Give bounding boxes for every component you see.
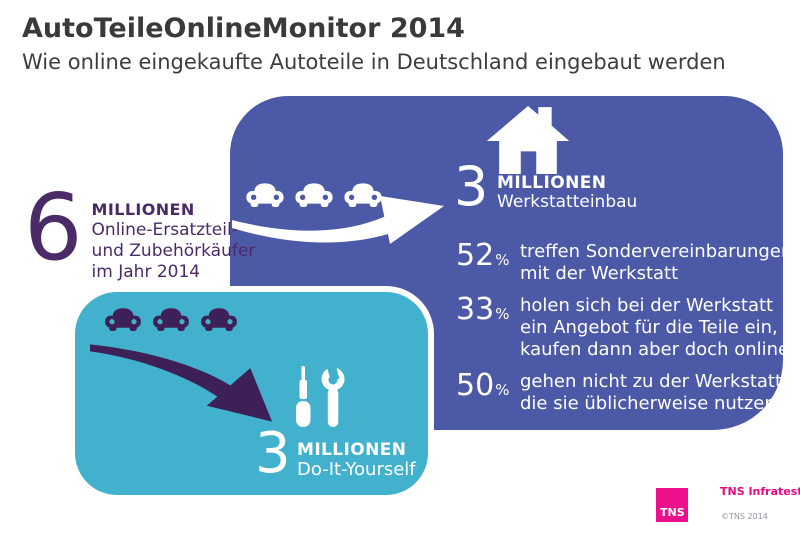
car-icons-row	[105, 305, 237, 331]
stat-text: treffen Sondervereinbarungen mit der Wer…	[520, 241, 793, 284]
stat-row: 33% holen sich bei der Werkstatt ein Ang…	[456, 292, 789, 361]
stat-text: holen sich bei der Werkstatt ein Angebot…	[520, 295, 790, 360]
tools-icon	[296, 366, 345, 427]
car-icon	[153, 308, 189, 331]
diy-unit: MILLIONEN	[297, 440, 407, 460]
wrench-icon	[321, 366, 345, 427]
copyright-label: ©TNS 2014	[721, 512, 768, 521]
stat-text: gehen nicht zu der Werkstatt, die sie üb…	[520, 371, 788, 414]
tns-logo-text: TNS	[660, 506, 685, 519]
curved-arrow-up-icon	[232, 196, 444, 244]
page-title: AutoTeileOnlineMonitor 2014	[22, 13, 465, 44]
diy-label: Do-It-Yourself	[297, 459, 416, 480]
diy-label-block: MILLIONEN Do-It-Yourself	[297, 440, 416, 480]
car-icon	[105, 308, 141, 331]
curved-arrow-down-icon	[90, 344, 273, 422]
werkstatt-stats: 52% treffen Sondervereinbarungen mit der…	[456, 238, 792, 422]
stat-row: 50% gehen nicht zu der Werkstatt, die si…	[456, 368, 788, 415]
werkstatt-count: 3	[454, 155, 489, 218]
werkstatt-label-block: MILLIONEN Werkstatteinbau	[497, 174, 637, 212]
stat-percentage: 50%	[456, 368, 510, 403]
diy-count: 3	[255, 421, 291, 486]
car-icon	[344, 183, 382, 207]
tns-infratest-label: TNS Infratest	[720, 485, 800, 498]
diy-panel: 3 MILLIONEN Do-It-Yourself	[69, 286, 434, 501]
stat-row: 52% treffen Sondervereinbarungen mit der…	[456, 238, 792, 285]
house-icon	[486, 106, 570, 174]
tns-logo: TNS	[656, 488, 688, 522]
car-icon	[295, 183, 333, 207]
total-buyers-desc: MILLIONEN Online-Ersatzteil- und Zubehör…	[91, 200, 256, 282]
car-icon	[246, 183, 284, 207]
werkstatt-unit: MILLIONEN	[497, 173, 607, 193]
stat-percentage: 52%	[456, 238, 510, 273]
total-buyers-block: 6 MILLIONEN Online-Ersatzteil- und Zubeh…	[24, 182, 255, 283]
total-buyers-count: 6	[24, 174, 83, 281]
total-buyers-unit: MILLIONEN	[91, 200, 195, 219]
werkstatt-label: Werkstatteinbau	[497, 192, 638, 212]
screwdriver-icon	[296, 366, 311, 427]
stat-percentage: 33%	[456, 292, 510, 327]
car-icons-row	[246, 180, 382, 207]
page-subtitle: Wie online eingekaufte Autoteile in Deut…	[22, 50, 726, 74]
car-icon	[201, 308, 237, 331]
